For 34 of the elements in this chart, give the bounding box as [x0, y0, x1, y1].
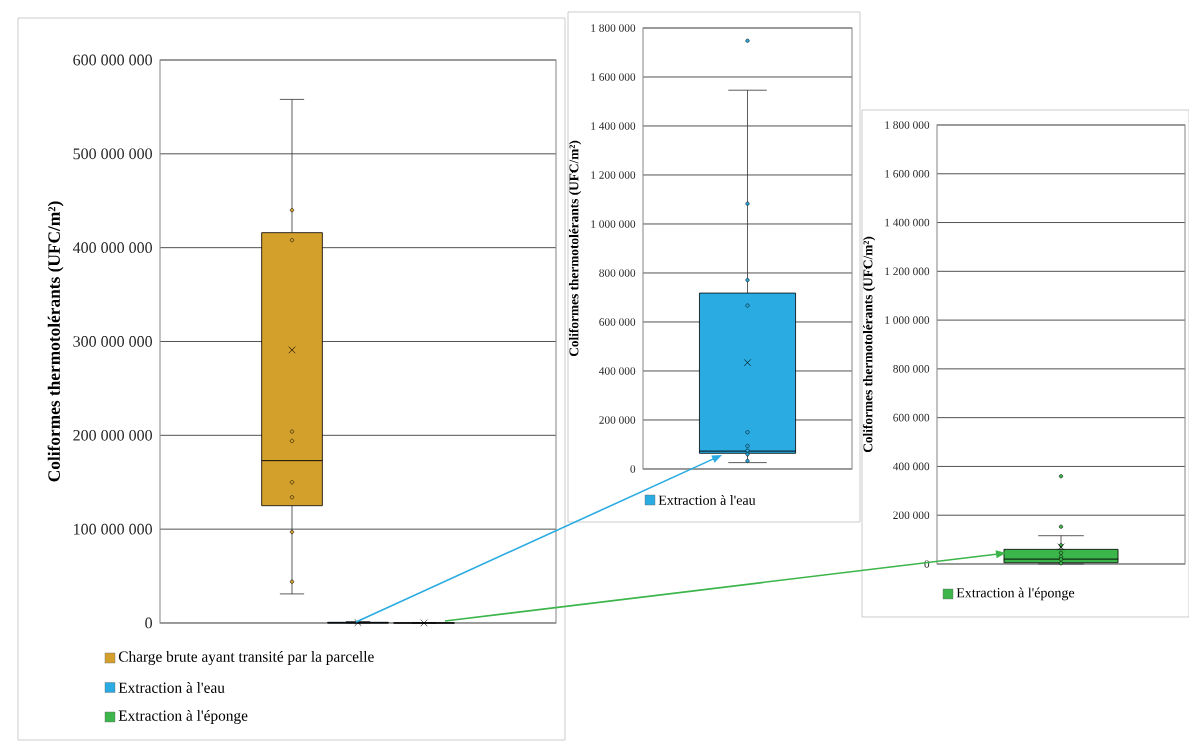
y-tick-label: 1 800 000: [591, 24, 636, 32]
y-tick-label: 800 000: [599, 269, 636, 277]
y-tick-label: 1 600 000: [885, 169, 930, 178]
y-tick-label: 200 000: [599, 416, 636, 424]
y-tick-label: 500 000 000: [73, 148, 153, 160]
legend-label: Extraction à l'eau: [658, 495, 756, 505]
y-axis-title: Coliformes thermotolérants (UFC/m²): [568, 140, 582, 357]
y-tick-label: 1 400 000: [885, 218, 930, 227]
y-tick-label: 1 000 000: [885, 316, 930, 324]
y-tick-label: 600 000 000: [73, 54, 153, 66]
y-tick-label: 100 000 000: [74, 523, 153, 535]
y-tick-label: 800 000: [893, 365, 930, 373]
legend-label: Extraction à l'éponge: [956, 587, 1075, 601]
y-tick-label: 200 000: [893, 511, 930, 520]
y-tick-label: 0: [630, 465, 636, 473]
y-tick-label: 1 200 000: [591, 171, 636, 179]
legend-label: Extraction à l'éponge: [118, 710, 248, 724]
y-tick-label: 300 000 000: [73, 336, 153, 347]
y-tick-label: 400 000 000: [72, 242, 153, 254]
y-tick-label: 1 400 000: [591, 122, 636, 130]
y-tick-label: 600 000: [599, 318, 636, 326]
y-tick-label: 600 000: [893, 413, 930, 422]
y-tick-label: 1 800 000: [885, 121, 930, 129]
y-axis-title: Coliformes thermotolérants (UFC/m²): [862, 236, 876, 453]
y-tick-label: 200 000 000: [73, 429, 153, 441]
y-tick-label: 0: [145, 617, 153, 629]
y-axis-title: Coliformes thermotolérants (UFC/m²): [47, 201, 64, 482]
y-tick-label: 400 000: [893, 462, 930, 471]
legend-label: Extraction à l'eau: [118, 682, 225, 693]
y-tick-label: 1 600 000: [591, 73, 636, 81]
y-tick-label: 400 000: [599, 367, 636, 375]
legend-label: Charge brute ayant transité par la parcelle: [118, 651, 374, 665]
y-tick-label: 1 200 000: [885, 267, 930, 276]
y-tick-label: 1 000 000: [591, 220, 636, 228]
